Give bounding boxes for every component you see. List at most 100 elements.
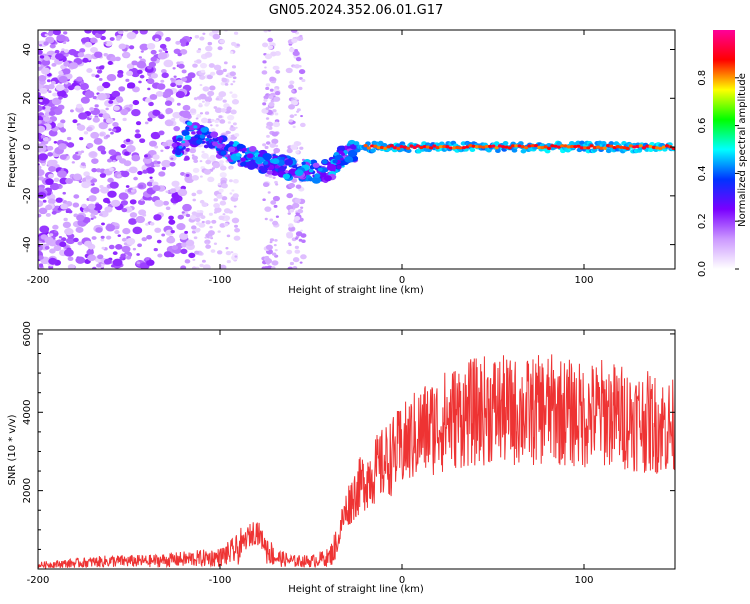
heatmap-cell (292, 50, 300, 57)
heatmap-cell (87, 203, 96, 210)
heatmap-cell (217, 182, 222, 186)
heatmap-cell (544, 149, 551, 154)
heatmap-cell (38, 63, 41, 68)
heatmap-cell (44, 236, 54, 244)
heatmap-cell (264, 206, 272, 212)
heatmap-cell (223, 222, 229, 227)
heatmap-cell (608, 141, 615, 146)
spectrogram-x-label: Height of straight line (km) (288, 285, 424, 296)
heatmap-cell (177, 137, 183, 142)
heatmap-cell (199, 75, 206, 80)
heatmap-cell (63, 217, 68, 222)
heatmap-cell (173, 126, 181, 132)
heatmap-cell (275, 215, 279, 218)
heatmap-cell (612, 145, 617, 150)
heatmap-cell (73, 173, 82, 181)
heatmap-cell (288, 119, 293, 123)
heatmap-cell (82, 57, 89, 63)
heatmap-cell (164, 119, 174, 127)
x-tick-label: -100 (209, 275, 232, 286)
spectrogram-y-label: Frequency (Hz) (7, 112, 18, 188)
heatmap-cell (138, 56, 143, 59)
heatmap-cell (299, 77, 303, 80)
heatmap-cell (514, 144, 519, 148)
heatmap-cell (294, 249, 301, 254)
heatmap-cell (296, 108, 301, 112)
heatmap-cell (199, 83, 203, 87)
heatmap-cell (285, 67, 293, 74)
heatmap-cell (47, 152, 54, 157)
heatmap-cell (185, 173, 190, 177)
heatmap-cell (199, 134, 206, 139)
heatmap-cell (270, 51, 277, 57)
heatmap-cell (435, 146, 440, 150)
heatmap-cell (111, 199, 121, 207)
snr-frame (37, 329, 676, 570)
heatmap-cell (140, 198, 144, 202)
heatmap-cell (73, 194, 80, 199)
heatmap-cell (158, 49, 163, 53)
heatmap-cell (269, 218, 274, 222)
heatmap-cell (576, 144, 581, 148)
heatmap-cell (216, 143, 223, 149)
heatmap-cell (247, 163, 256, 170)
heatmap-cell (142, 156, 153, 164)
heatmap-cell (275, 183, 279, 186)
heatmap-cell (38, 120, 42, 124)
heatmap-cell (262, 198, 266, 202)
heatmap-cell (152, 184, 161, 192)
heatmap-cell (625, 146, 630, 150)
heatmap-cell (311, 176, 322, 184)
heatmap-cell (209, 225, 213, 229)
heatmap-cell (121, 170, 130, 178)
heatmap-cell (182, 104, 191, 111)
heatmap-cell (122, 117, 127, 122)
heatmap-cell (157, 253, 163, 258)
heatmap-cell (192, 198, 196, 202)
heatmap-cell (60, 119, 66, 124)
heatmap-cell (45, 212, 51, 217)
heatmap-cell (520, 149, 527, 154)
heatmap-cell (326, 163, 337, 172)
heatmap-cell (262, 143, 267, 147)
heatmap-cell (150, 56, 157, 62)
heatmap-cell (158, 130, 165, 136)
heatmap-cell (98, 122, 108, 130)
heatmap-cell (230, 109, 237, 115)
heatmap-cell (99, 132, 104, 137)
heatmap-cell (108, 128, 112, 131)
heatmap-cell (218, 115, 223, 119)
heatmap-cell (520, 145, 525, 149)
heatmap-cell (145, 223, 149, 226)
heatmap-cell (181, 69, 187, 74)
heatmap-cell (100, 35, 106, 41)
heatmap-cell (181, 110, 192, 119)
heatmap-cell (60, 168, 64, 171)
heatmap-cell (136, 60, 147, 69)
heatmap-cell (201, 259, 206, 263)
colorbar-tick-label: 0.2 (697, 213, 708, 229)
heatmap-cell (274, 112, 279, 116)
heatmap-cell (42, 199, 47, 203)
heatmap-cell (550, 144, 555, 148)
heatmap-cell (222, 99, 227, 103)
heatmap-cell (165, 107, 174, 114)
heatmap-cell (121, 207, 128, 213)
spectral-amplitude-heatmap (38, 30, 675, 269)
heatmap-cell (510, 144, 516, 148)
heatmap-cell (263, 95, 269, 100)
heatmap-cell (135, 129, 140, 133)
heatmap-cell (502, 140, 509, 146)
heatmap-cell (95, 168, 102, 173)
heatmap-cell (78, 112, 88, 120)
heatmap-cell (635, 144, 640, 149)
heatmap-cell (124, 151, 130, 156)
heatmap-cell (274, 165, 279, 169)
heatmap-cell (168, 219, 176, 225)
heatmap-cell (199, 160, 203, 163)
heatmap-cell (271, 252, 277, 256)
heatmap-cell (170, 230, 175, 234)
heatmap-cell (59, 241, 67, 248)
heatmap-cell (76, 76, 83, 82)
heatmap-cell (91, 73, 96, 77)
